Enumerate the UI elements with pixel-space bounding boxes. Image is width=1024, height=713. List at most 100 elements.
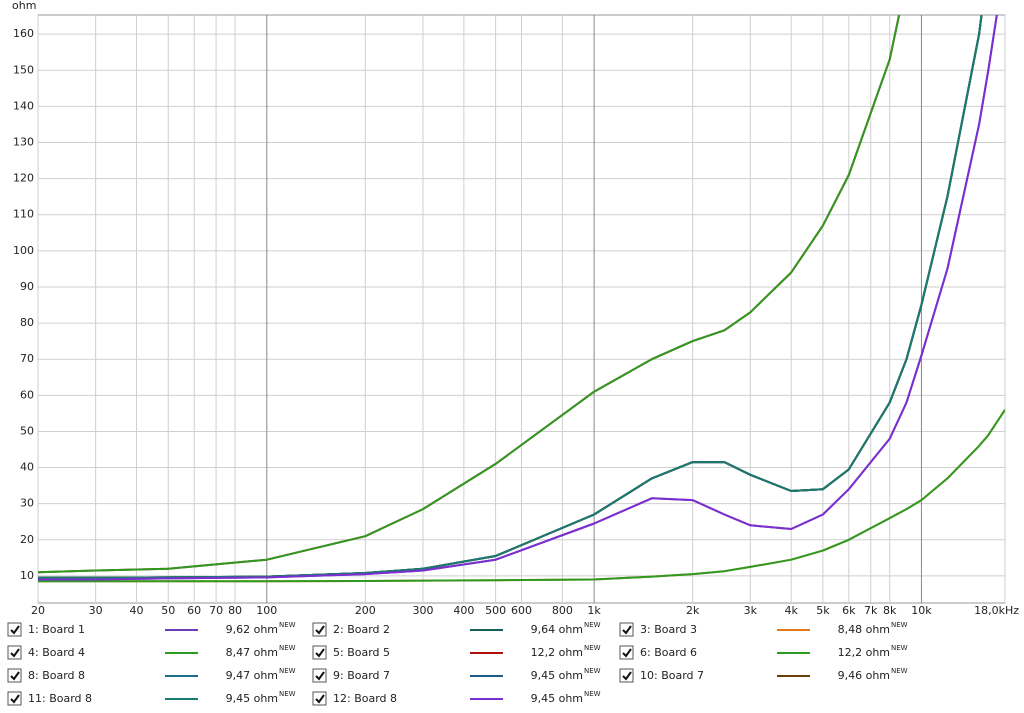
y-tick-label: 110: [13, 208, 34, 221]
legend-item: 4: Board 4 8,47 ohm NEW: [7, 644, 296, 660]
checkmark: [10, 694, 20, 704]
checkmark: [10, 671, 20, 681]
legend-checkbox[interactable]: [619, 668, 634, 683]
legend-item: 6: Board 6 12,2 ohm NEW: [619, 644, 908, 660]
x-tick-label: 18,0kHz: [974, 604, 1019, 617]
legend-item: 10: Board 7 9,46 ohm NEW: [619, 667, 908, 683]
x-tick-label: 6k: [842, 604, 856, 617]
checkmark: [10, 625, 20, 635]
y-axis-label: ohm: [12, 0, 36, 12]
legend-label: 1: Board 1: [28, 623, 85, 636]
legend-label: 11: Board 8: [28, 692, 92, 705]
legend-badge: NEW: [584, 644, 601, 652]
legend-label: 6: Board 6: [640, 646, 697, 659]
legend-label: 10: Board 7: [640, 669, 704, 682]
legend-label: 5: Board 5: [333, 646, 390, 659]
legend-item: 2: Board 2 9,64 ohm NEW: [312, 621, 601, 637]
x-tick-label: 20: [31, 604, 45, 617]
y-tick-label: 80: [20, 316, 34, 329]
series-line: [38, 409, 1005, 583]
legend-value: 8,47 ohm: [226, 646, 278, 659]
legend-badge: NEW: [584, 621, 601, 629]
x-tick-label: 600: [511, 604, 532, 617]
legend-checkbox[interactable]: [619, 622, 634, 637]
x-tick-label: 500: [485, 604, 506, 617]
legend-checkbox[interactable]: [312, 622, 327, 637]
legend-badge: NEW: [891, 667, 908, 675]
y-tick-label: 50: [20, 424, 34, 437]
checkmark: [622, 671, 632, 681]
legend-label: 8: Board 8: [28, 669, 85, 682]
legend-value: 9,45 ohm: [531, 692, 583, 705]
x-tick-label: 7k: [864, 604, 878, 617]
legend-checkbox[interactable]: [7, 691, 22, 706]
x-tick-label: 200: [355, 604, 376, 617]
x-tick-label: 50: [161, 604, 175, 617]
legend-badge: NEW: [891, 644, 908, 652]
legend-label: 12: Board 8: [333, 692, 397, 705]
legend-checkbox[interactable]: [619, 645, 634, 660]
y-tick-label: 150: [13, 63, 34, 76]
legend-item: 11: Board 8 9,45 ohm NEW: [7, 690, 296, 706]
x-tick-label: 2k: [686, 604, 700, 617]
x-tick-label: 4k: [784, 604, 798, 617]
checkmark: [10, 648, 20, 658]
x-tick-label: 100: [256, 604, 277, 617]
y-tick-label: 130: [13, 135, 34, 148]
y-tick-label: 70: [20, 352, 34, 365]
legend-item: 5: Board 5 12,2 ohm NEW: [312, 644, 601, 660]
legend-value: 9,45 ohm: [226, 692, 278, 705]
checkmark: [315, 671, 325, 681]
legend-badge: NEW: [584, 690, 601, 698]
series-line: [38, 15, 901, 574]
x-tick-label: 30: [89, 604, 103, 617]
y-tick-label: 10: [20, 569, 34, 582]
x-tick-label: 300: [412, 604, 433, 617]
legend-label: 2: Board 2: [333, 623, 390, 636]
x-tick-label: 70: [209, 604, 223, 617]
checkmark: [315, 625, 325, 635]
x-tick-label: 800: [552, 604, 573, 617]
legend-value: 9,47 ohm: [226, 669, 278, 682]
x-tick-label: 8k: [883, 604, 897, 617]
legend-badge: NEW: [279, 621, 296, 629]
legend-item: 8: Board 8 9,47 ohm NEW: [7, 667, 296, 683]
legend-checkbox[interactable]: [312, 691, 327, 706]
legend-checkbox[interactable]: [7, 645, 22, 660]
legend-checkbox[interactable]: [312, 645, 327, 660]
legend-item: 9: Board 7 9,45 ohm NEW: [312, 667, 601, 683]
legend-item: 3: Board 3 8,48 ohm NEW: [619, 621, 908, 637]
legend-badge: NEW: [279, 644, 296, 652]
y-tick-label: 120: [13, 172, 34, 185]
x-tick-label: 80: [228, 604, 242, 617]
legend-item: 1: Board 1 9,62 ohm NEW: [7, 621, 296, 637]
x-tick-label: 10k: [911, 604, 932, 617]
legend-checkbox[interactable]: [7, 668, 22, 683]
checkmark: [622, 648, 632, 658]
legend-badge: NEW: [279, 690, 296, 698]
legend-value: 12,2 ohm: [531, 646, 583, 659]
legend-value: 8,48 ohm: [838, 623, 890, 636]
legend-badge: NEW: [584, 667, 601, 675]
legend-badge: NEW: [279, 667, 296, 675]
legend-value: 9,64 ohm: [531, 623, 583, 636]
y-tick-label: 160: [13, 27, 34, 40]
legend-value: 9,46 ohm: [838, 669, 890, 682]
legend-item: 12: Board 8 9,45 ohm NEW: [312, 690, 601, 706]
legend-checkbox[interactable]: [312, 668, 327, 683]
legend-value: 12,2 ohm: [838, 646, 890, 659]
x-tick-label: 60: [187, 604, 201, 617]
x-tick-label: 400: [453, 604, 474, 617]
legend-value: 9,62 ohm: [226, 623, 278, 636]
y-tick-label: 100: [13, 244, 34, 257]
checkmark: [622, 625, 632, 635]
legend-checkbox[interactable]: [7, 622, 22, 637]
legend-badge: NEW: [891, 621, 908, 629]
checkmark: [315, 694, 325, 704]
checkmark: [315, 648, 325, 658]
legend-label: 3: Board 3: [640, 623, 697, 636]
legend-value: 9,45 ohm: [531, 669, 583, 682]
